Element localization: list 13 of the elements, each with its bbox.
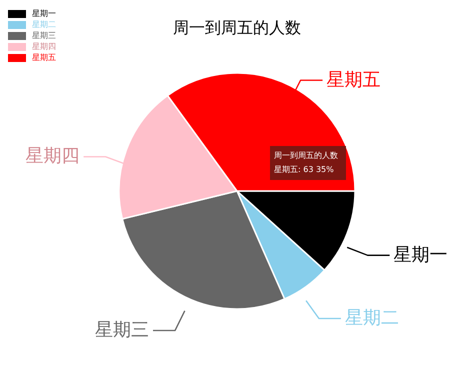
text: 周一到周五的人数 [274,151,338,160]
legend-label: 星期二 [32,20,56,29]
text: 星期五: 63 35% [274,165,334,174]
slice-label: 星期四 [26,146,80,167]
legend-label: 星期四 [32,42,56,51]
slice-label: 星期一 [394,244,448,266]
slice-label: 星期五 [326,69,381,90]
legend-label: 星期五 [32,53,56,62]
legend-label: 星期一 [32,9,56,18]
text: 周一到周五的人数 [173,18,301,37]
legend-label: 星期三 [32,31,56,40]
slice-label: 星期三 [95,320,150,341]
slice-label: 星期二 [344,308,399,329]
